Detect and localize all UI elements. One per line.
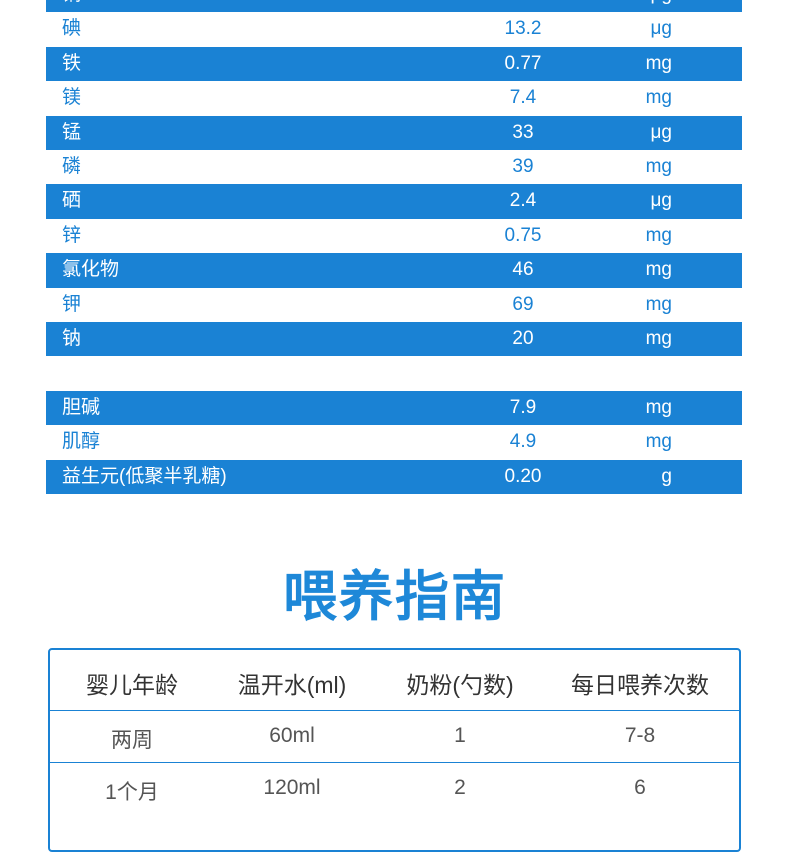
nutrient-unit: mg [645, 259, 672, 281]
nutrient-value: 13.2 [504, 18, 542, 40]
blank-row [46, 356, 742, 391]
table-cell: 两周 [111, 729, 153, 752]
nutrient-unit: mg [645, 328, 672, 349]
nutrient-name: 碘 [62, 18, 82, 40]
nutrient-value: 60 [512, 0, 533, 12]
nutrient-value: 0.20 [504, 465, 542, 487]
nutrient-name: 硒 [62, 190, 82, 212]
nutrient-name: 镁 [62, 87, 82, 109]
header-cell: 婴儿年龄 [86, 672, 178, 698]
nutrient-value: 39 [512, 156, 534, 177]
nutrient-value: 20 [512, 328, 534, 349]
nutrient-unit: mg [645, 52, 672, 74]
nutrient-value: 0.77 [504, 52, 542, 74]
nutrient-row: 锰 33 μg [46, 115, 742, 150]
nutrient-name: 锰 [62, 121, 82, 143]
nutrient-row: 胆碱 7.9 mg [46, 390, 742, 426]
nutrient-row: 钾 69 mg [46, 287, 742, 322]
nutrient-name: 磷 [62, 156, 82, 177]
nutrient-unit: μg [650, 121, 672, 143]
header-cell: 奶粉(勺数) [406, 672, 514, 698]
section-title: 喂养指南 [283, 567, 507, 627]
nutrient-unit: g [661, 465, 672, 487]
nutrient-name: 钾 [62, 293, 82, 315]
nutrient-value: 46 [512, 259, 534, 281]
nutrient-row: 氯化物 46 mg [46, 253, 742, 288]
nutrient-name: 肌醇 [62, 431, 101, 453]
nutrient-value: 7.4 [509, 87, 537, 109]
nutrient-value: 33 [512, 121, 534, 143]
nutrient-unit: mg [645, 431, 672, 453]
nutrient-row: 硒 2.4 μg [46, 184, 742, 219]
table-row: 两周 60ml 1 7-8 [50, 710, 739, 763]
nutrient-value: 69 [512, 293, 534, 315]
nutrient-row: 锌 0.75 mg [46, 218, 742, 254]
nutrient-row: 镁 7.4 mg [46, 81, 742, 116]
nutrient-row: 碘 13.2 μg [46, 12, 742, 47]
nutrient-unit: μg [650, 190, 672, 212]
nutrient-name: 锌 [62, 224, 82, 246]
feeding-table: 婴儿年龄 温开水(ml) 奶粉(勺数) 每日喂养次数两周 60ml 1 7-8 1个月 120m… [48, 648, 741, 852]
nutrient-unit: μg [650, 0, 672, 12]
table-cell: 2 [454, 776, 466, 799]
table-cell: 1 [454, 724, 466, 747]
nutrient-value: 4.9 [509, 431, 537, 453]
table-cell: 120ml [263, 776, 321, 799]
nutrient-name: 氯化物 [62, 259, 120, 281]
nutrient-unit: mg [645, 396, 672, 418]
nutrient-value: 7.9 [509, 396, 537, 418]
table-cell: 60ml [269, 724, 315, 747]
nutrient-unit: μg [650, 18, 672, 40]
nutrient-name: 益生元(低聚半乳糖) [62, 465, 227, 487]
nutrient-row: 钠 20 mg [46, 322, 742, 357]
nutrient-value: 2.4 [509, 190, 537, 212]
table-cell: 1个月 [105, 781, 159, 804]
nutrient-row: 磷 39 mg [46, 150, 742, 185]
nutrient-unit: mg [645, 293, 672, 315]
nutrient-name: 铜 [62, 0, 81, 12]
header-cell: 每日喂养次数 [571, 672, 709, 698]
header-cell: 温开水(ml) [237, 672, 347, 698]
nutrient-row: 铁 0.77 mg [46, 46, 742, 82]
nutrient-name: 钠 [62, 328, 82, 349]
nutrient-row: 益生元(低聚半乳糖) 0.20 g [46, 459, 742, 494]
nutrient-row: 肌醇 4.9 mg [46, 425, 742, 460]
nutrient-name: 铁 [62, 52, 82, 74]
nutrient-unit: mg [645, 87, 672, 109]
nutrient-unit: mg [645, 156, 672, 177]
nutrient-name: 胆碱 [62, 396, 101, 418]
nutrient-unit: mg [645, 224, 672, 246]
table-cell: 7-8 [624, 724, 656, 747]
page: 铜 60 μg 碘 13.2 μg 铁 0.77 mg 镁 7.4 mg 锰 33 μg 磷 39 mg 硒 2.4 μ… [46, 0, 742, 852]
nutrient-value: 0.75 [504, 224, 542, 246]
table-cell: 6 [634, 776, 646, 799]
header-row: 婴儿年龄 温开水(ml) 奶粉(勺数) 每日喂养次数 [50, 650, 739, 710]
table-row: 1个月 120ml 2 6 [50, 762, 739, 815]
nutrient-row: 铜 60 μg [46, 0, 742, 13]
